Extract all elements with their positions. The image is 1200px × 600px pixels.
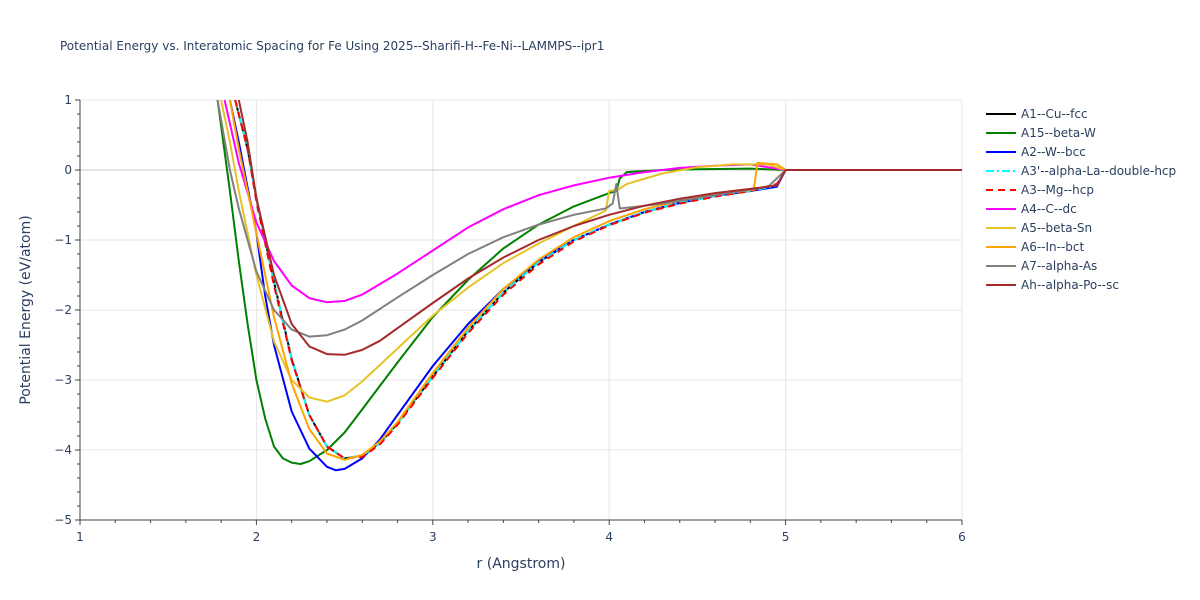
y-tick-label: −3 (54, 373, 72, 387)
x-axis-title: r (Angstrom) (477, 556, 566, 572)
series-line-a15-beta-w (216, 100, 962, 465)
axes-layer: 1 2 3 4 5 6 −5 −4 −3 −2 −1 0 1 (54, 93, 966, 544)
legend-label: A3'--alpha-La--double-hcp (1021, 164, 1176, 178)
x-tick-label: 3 (429, 530, 437, 544)
legend-label: A4--C--dc (1021, 202, 1077, 216)
legend: A1--Cu--fcc A15--beta-W A2--W--bcc A3'--alp… (986, 107, 1176, 292)
legend-label: A15--beta-W (1021, 126, 1096, 140)
plot-area (216, 100, 962, 472)
legend-item[interactable]: A5--beta-Sn (986, 221, 1092, 235)
legend-label: A1--Cu--fcc (1021, 107, 1088, 121)
y-axis-title: Potential Energy (eV/atom) (18, 215, 34, 404)
legend-label: A2--W--bcc (1021, 145, 1086, 159)
legend-item[interactable]: A2--W--bcc (986, 145, 1086, 159)
chart-title: Potential Energy vs. Interatomic Spacing… (60, 39, 604, 53)
x-tick-label: 4 (605, 530, 613, 544)
series-line-a7-alpha-as (216, 100, 962, 338)
series-line-a6-in-bct (228, 100, 962, 461)
x-tick-label: 6 (958, 530, 966, 544)
legend-label: A7--alpha-As (1021, 259, 1097, 273)
y-tick-label: 1 (64, 93, 72, 107)
y-tick-label: 0 (64, 163, 72, 177)
x-tick-label: 1 (76, 530, 84, 544)
series-line-ah-alpha-po-sc (237, 100, 962, 356)
series-line-a5-beta-sn (220, 100, 962, 403)
legend-item[interactable]: A15--beta-W (986, 126, 1096, 140)
x-tick-label: 2 (253, 530, 261, 544)
y-tick-label: −4 (54, 443, 72, 457)
legend-item[interactable]: Ah--alpha-Po--sc (986, 278, 1119, 292)
y-tick-label: −1 (54, 233, 72, 247)
y-tick-label: −2 (54, 303, 72, 317)
legend-item[interactable]: A1--Cu--fcc (986, 107, 1088, 121)
x-tick-label: 5 (782, 530, 790, 544)
legend-item[interactable]: A3'--alpha-La--double-hcp (986, 164, 1176, 178)
legend-label: A5--beta-Sn (1021, 221, 1092, 235)
y-tick-label: −5 (54, 513, 72, 527)
series-line-a3-mg-hcp (234, 100, 962, 460)
legend-item[interactable]: A3--Mg--hcp (986, 183, 1094, 197)
legend-item[interactable]: A6--In--bct (986, 240, 1085, 254)
legend-label: A6--In--bct (1021, 240, 1085, 254)
legend-item[interactable]: A7--alpha-As (986, 259, 1097, 273)
legend-label: A3--Mg--hcp (1021, 183, 1094, 197)
legend-label: Ah--alpha-Po--sc (1021, 278, 1119, 292)
legend-item[interactable]: A4--C--dc (986, 202, 1077, 216)
